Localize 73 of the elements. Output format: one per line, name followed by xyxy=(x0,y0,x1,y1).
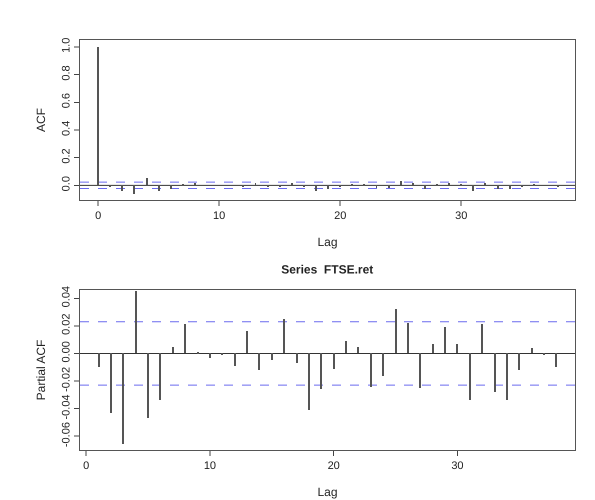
bar xyxy=(159,353,161,400)
bar xyxy=(315,185,317,191)
y-tick-label: 0.00 xyxy=(60,341,73,363)
bar xyxy=(555,353,557,367)
bar xyxy=(407,323,409,353)
bar xyxy=(494,353,496,392)
bar xyxy=(327,185,329,189)
bar xyxy=(283,319,285,353)
bar xyxy=(258,353,260,370)
bar xyxy=(506,353,508,400)
bar xyxy=(184,324,186,353)
y-axis-title: Partial ACF xyxy=(34,340,48,400)
bar xyxy=(509,185,511,189)
y-tick-label: -0.02 xyxy=(60,366,73,392)
y-tick-label: 0.02 xyxy=(60,314,73,335)
bar xyxy=(400,181,402,185)
bar xyxy=(296,353,298,363)
y-tick-label: 0.8 xyxy=(60,65,73,81)
bar xyxy=(456,344,458,353)
y-tick-label: -0.06 xyxy=(60,422,73,448)
bar xyxy=(333,353,335,369)
bar xyxy=(388,185,390,188)
chart-title: Series FTSE.ret xyxy=(281,262,374,276)
bar xyxy=(345,341,347,353)
bar xyxy=(209,353,211,358)
y-tick-label: 0.0 xyxy=(60,176,73,192)
bar xyxy=(497,185,499,189)
x-tick-label: 0 xyxy=(83,460,90,472)
bar xyxy=(246,331,248,353)
x-axis-title: Lag xyxy=(317,485,338,499)
bar xyxy=(444,327,446,353)
bar xyxy=(481,324,483,353)
x-tick-label: 20 xyxy=(328,460,340,472)
y-tick-label: 0.2 xyxy=(60,148,73,164)
bar xyxy=(357,347,359,353)
bar xyxy=(97,47,99,185)
bar xyxy=(432,344,434,353)
bar xyxy=(98,353,100,367)
bar xyxy=(472,185,474,191)
bar xyxy=(518,353,520,370)
x-tick-label: 10 xyxy=(204,460,216,472)
bar xyxy=(308,353,310,410)
x-axis-title: Lag xyxy=(317,235,338,249)
bar xyxy=(382,353,384,376)
bar xyxy=(147,353,149,418)
y-tick-label: 1.0 xyxy=(60,38,73,53)
y-tick-label: 0.6 xyxy=(60,92,73,108)
bar xyxy=(424,185,426,189)
bar xyxy=(419,353,421,388)
bar xyxy=(146,178,148,185)
x-tick-label: 30 xyxy=(451,460,464,472)
bar xyxy=(531,348,533,353)
bar xyxy=(158,185,160,191)
y-tick-label: 0.04 xyxy=(60,286,73,308)
bar xyxy=(271,353,273,360)
x-tick-label: 20 xyxy=(334,210,346,222)
y-tick-label: 0.4 xyxy=(60,120,73,136)
bar xyxy=(110,353,112,413)
bar xyxy=(133,185,135,194)
x-tick-label: 0 xyxy=(95,210,102,222)
bar xyxy=(234,353,236,366)
bar xyxy=(370,353,372,387)
x-tick-label: 10 xyxy=(213,210,226,222)
y-tick-label: -0.04 xyxy=(60,394,73,420)
bar xyxy=(395,309,397,353)
bar xyxy=(121,185,123,191)
y-axis-title: ACF xyxy=(34,108,48,132)
x-tick-label: 30 xyxy=(455,210,468,222)
bar xyxy=(170,185,172,189)
bar xyxy=(122,353,124,444)
bar xyxy=(469,353,471,400)
bar xyxy=(172,347,174,353)
bar xyxy=(320,353,322,389)
